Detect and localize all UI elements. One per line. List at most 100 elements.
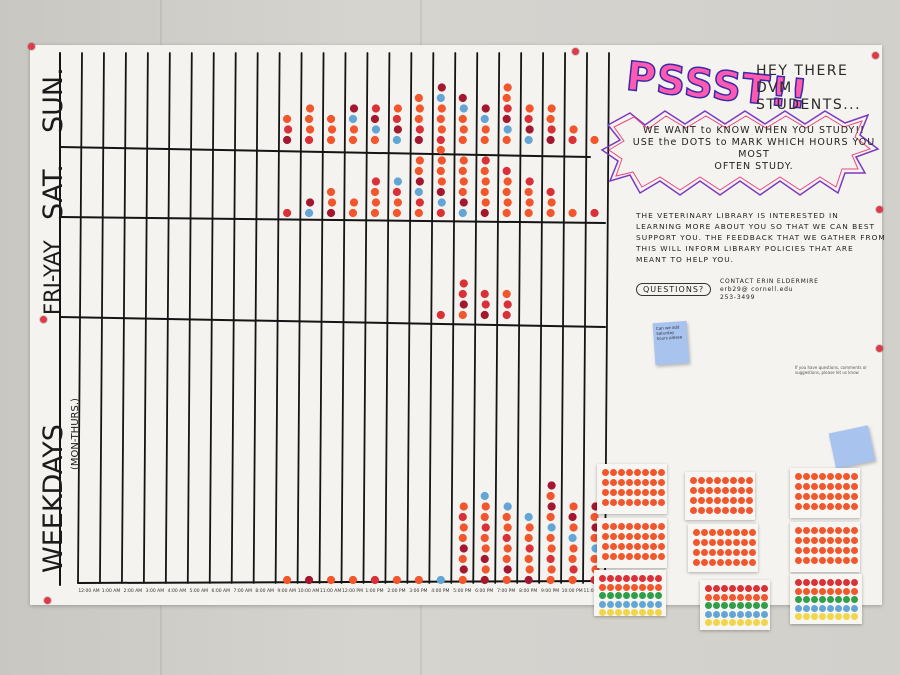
sticker-dot-sun [415,125,424,134]
sheet-dot [811,473,818,480]
sheet-dot [851,579,858,586]
sticker-dot-sun [502,114,511,124]
sheet-dot [730,477,737,484]
sheet-dot [639,609,646,616]
sticker-dot-sun [503,104,512,113]
sheet-dot [851,503,858,510]
sheet-dot [615,583,622,591]
sheet-dot [827,483,834,490]
sheet-dot [647,609,654,616]
sheet-dot [634,469,641,476]
sticker-dot-weekdays [481,502,490,511]
sticker-dot-sat [436,166,445,176]
sheet-dot [634,499,641,506]
sticker-dot-sun [393,125,402,134]
column-line [472,52,479,584]
sheet-dot [835,527,842,534]
sheet-dot [737,585,744,592]
sheet-dot [623,592,630,599]
sticker-dot-sat [414,166,423,176]
sheet-dot [843,537,850,544]
sticker-dot-sun [459,104,468,113]
sticker-dot-sat [437,156,446,165]
sticker-dot-sun [414,135,423,145]
sticker-dot-sun [480,114,489,124]
sheet-dot [634,523,641,530]
sheet-dot [811,557,818,564]
sheet-dot [819,547,826,554]
sheet-dot [819,473,826,480]
sticker-dot-sun [568,135,577,145]
sheet-dot [819,613,826,620]
sticker-dot-sun [458,93,467,103]
sheet-dot [738,477,745,484]
sheet-dot [610,523,617,530]
sticker-dot-weekdays [524,533,533,543]
sheet-dot [827,473,834,480]
sheet-dot [713,602,720,609]
sticker-dot-sat [415,177,424,186]
sticker-dot-weekdays [547,481,556,490]
sheet-dot [746,507,753,514]
sheet-dot [827,613,834,620]
sheet-dot [835,473,842,480]
hour-label: 3:00 AM [145,589,165,594]
sheet-dot [650,553,657,560]
sheet-dot [803,537,810,544]
sheet-dot [610,553,617,560]
sheet-dot [753,619,760,626]
sheet-dot [690,477,697,484]
hour-label: 11:00 AM [319,589,342,594]
sticker-dot-sat [458,208,467,218]
sticker-dot-sun [283,135,292,145]
sheet-dot [811,493,818,500]
sticker-dot-sun [590,135,599,145]
sheet-dot [626,469,633,476]
sheet-dot [713,585,720,592]
sheet-dot [761,619,768,626]
sticker-sheet [594,570,666,616]
sheet-dot [658,543,665,550]
sticker-dot-sun [502,93,511,103]
column-line [362,52,369,584]
sheet-dot [725,529,732,536]
sticker-dot-sun [437,125,446,134]
sticker-dot-sat [392,208,401,218]
sticker-dot-sun [349,104,359,113]
sticker-dot-sat [371,198,381,207]
sticker-dot-weekdays [590,512,599,522]
hour-label: 5:00 PM [453,589,472,594]
sheet-dot [725,549,732,556]
sheet-dot [639,592,646,599]
sticker-sheet [688,524,758,572]
sheet-dot [717,549,724,556]
sticker-dot-sun [371,104,381,113]
sticker-dot-sun [503,125,512,134]
sheet-dot [693,529,700,536]
sticker-dot-sat [546,187,555,197]
sticker-dot-sat [393,198,402,207]
sticker-dot-weekdays [569,565,578,574]
sheet-dot [811,579,818,586]
column-line [186,52,193,584]
contact-line-2: erb29@ cornell.edu [720,286,794,293]
sticker-dot-sun [525,104,534,113]
sticker-sheet [685,472,755,520]
sheet-dot [647,575,654,582]
sticker-dot-sat [458,187,467,197]
sheet-dot [642,469,649,476]
sheet-dot [722,497,729,504]
sheet-dot [693,549,700,556]
sheet-dot [647,583,654,591]
sheet-dot [811,547,818,554]
sticker-dot-weekdays [458,554,467,564]
sheet-dot [599,592,606,599]
sheet-dot [749,529,756,536]
sheet-dot [709,529,716,536]
sheet-dot [655,592,662,599]
sheet-dot [811,483,818,490]
sheet-dot [851,613,858,620]
sticker-dot-sat [414,208,423,218]
sticker-dot-sat [502,208,511,218]
sheet-dot [639,583,646,591]
